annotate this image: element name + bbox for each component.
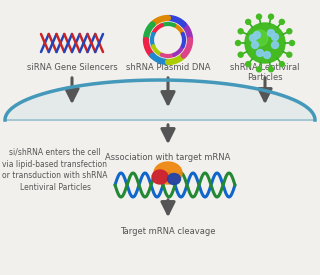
Circle shape <box>236 40 241 45</box>
Circle shape <box>246 62 251 67</box>
Ellipse shape <box>152 170 168 184</box>
Circle shape <box>290 40 294 45</box>
Text: Target mRNA cleavage: Target mRNA cleavage <box>120 227 216 236</box>
Circle shape <box>263 51 270 59</box>
Circle shape <box>245 23 285 63</box>
Circle shape <box>279 20 284 24</box>
Circle shape <box>250 34 257 42</box>
Text: Association with target mRNA: Association with target mRNA <box>105 153 231 162</box>
Circle shape <box>271 34 278 40</box>
Ellipse shape <box>167 174 180 185</box>
Circle shape <box>253 32 260 38</box>
Circle shape <box>257 14 261 19</box>
Circle shape <box>279 62 284 67</box>
Text: shRNA Lentiviral
Particles: shRNA Lentiviral Particles <box>230 63 300 82</box>
Circle shape <box>287 52 292 57</box>
Circle shape <box>246 20 251 24</box>
Text: shRNA Plasmid DNA: shRNA Plasmid DNA <box>126 63 210 72</box>
Circle shape <box>268 29 275 37</box>
Circle shape <box>252 30 268 46</box>
Circle shape <box>238 29 243 34</box>
Text: siRNA Gene Silencers: siRNA Gene Silencers <box>27 63 117 72</box>
Circle shape <box>287 29 292 34</box>
Circle shape <box>250 28 280 58</box>
Ellipse shape <box>154 162 182 184</box>
Circle shape <box>257 67 261 72</box>
Circle shape <box>238 52 243 57</box>
Circle shape <box>257 50 263 56</box>
Circle shape <box>252 42 259 48</box>
Text: si/shRNA enters the cell
via lipid-based transfection
or transduction with shRNA: si/shRNA enters the cell via lipid-based… <box>2 148 108 192</box>
Circle shape <box>268 14 274 19</box>
Circle shape <box>271 42 278 48</box>
Circle shape <box>268 67 274 72</box>
